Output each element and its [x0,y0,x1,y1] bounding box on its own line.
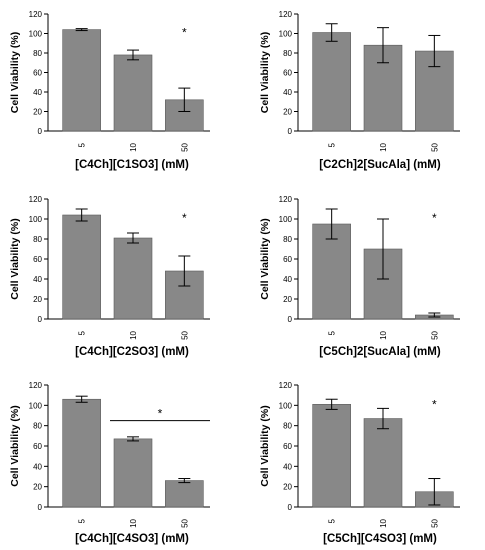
y-tick-label: 80 [33,422,42,431]
y-tick-label: 60 [33,69,42,78]
x-tick-label: 10 [129,142,138,151]
x-tick-label: 10 [129,518,138,527]
bar [62,29,101,132]
x-tick-label: 5 [78,518,87,523]
chart-panel-6: 0 20 40 60 80 100 120 5 10 50 * Cell Viability (%) [… [259,381,460,545]
y-tick-label: 120 [29,195,43,204]
y-tick-label: 80 [33,49,42,58]
chart-panel-4: 0 20 40 60 80 100 120 5 10 50 * Cell Viability (%) [… [259,195,460,358]
y-tick-label: 60 [33,442,42,451]
y-tick-label: 20 [33,483,42,492]
y-tick-label: 20 [33,295,42,304]
bar [113,54,153,132]
y-tick-label: 0 [288,503,293,512]
y-axis-label: Cell Viability (%) [9,218,21,300]
y-tick-label: 60 [33,255,42,264]
chart-panel-1: 0 20 40 60 80 100 120 5 10 50 * Cell Viability (%) [… [9,10,210,171]
x-tick-label: 50 [430,142,439,151]
y-axis-label: Cell Viability (%) [259,32,271,114]
significance-star: * [182,211,187,225]
x-axis-label: [C2Ch]2[SucAla] (mM) [319,159,441,171]
x-tick-label: 5 [78,142,87,147]
bar [165,480,204,508]
y-tick-label: 40 [283,88,292,97]
bar [312,223,351,320]
y-tick-label: 80 [283,235,292,244]
x-axis-label: [C4Ch][C4SO3] (mM) [75,533,189,545]
significance-star: * [182,25,187,39]
significance-star: * [432,211,437,225]
chart-panel-5: 0 20 40 60 80 100 120 5 10 50 * Cell Viability (%) [… [9,381,210,545]
y-tick-label: 0 [38,127,43,136]
y-axis-label: Cell Viability (%) [9,32,21,114]
y-tick-label: 120 [279,195,293,204]
y-tick-label: 40 [33,462,42,471]
x-tick-label: 5 [328,518,337,523]
x-tick-label: 5 [328,330,337,335]
x-tick-label: 50 [180,330,189,339]
chart-panel-2: 0 20 40 60 80 100 120 5 10 50 Cell Viability (%) [C… [259,10,460,171]
y-axis-label: Cell Viability (%) [9,405,21,487]
x-tick-label: 10 [379,142,388,151]
y-tick-label: 120 [29,10,43,19]
x-tick-label: 50 [430,330,439,339]
x-tick-label: 10 [129,330,138,339]
y-tick-label: 100 [279,401,293,410]
y-tick-label: 80 [283,49,292,58]
y-tick-label: 20 [283,295,292,304]
x-tick-label: 10 [379,330,388,339]
x-tick-label: 10 [379,518,388,527]
y-tick-label: 40 [33,88,42,97]
x-tick-label: 5 [328,142,337,147]
y-tick-label: 60 [283,69,292,78]
bar [363,418,403,508]
y-tick-label: 20 [33,108,42,117]
x-axis-label: [C5Ch][C4SO3] (mM) [323,533,437,545]
y-tick-label: 60 [283,255,292,264]
y-tick-label: 60 [283,442,292,451]
y-tick-label: 100 [29,401,43,410]
y-tick-label: 40 [33,275,42,284]
x-tick-label: 5 [78,330,87,335]
bar [312,32,351,132]
x-axis-label: [C5Ch]2[SucAla] (mM) [319,346,441,358]
x-tick-label: 50 [180,142,189,151]
y-tick-label: 100 [29,215,43,224]
y-tick-label: 0 [38,503,43,512]
significance-star: * [432,397,437,411]
bar [62,398,101,508]
y-tick-label: 0 [38,315,43,324]
y-axis-label: Cell Viability (%) [259,218,271,300]
y-tick-label: 100 [279,215,293,224]
y-axis-label: Cell Viability (%) [259,405,271,487]
chart-panel-3: 0 20 40 60 80 100 120 5 10 50 * Cell Viability (%) [… [9,195,210,358]
y-tick-label: 40 [283,462,292,471]
y-tick-label: 100 [279,30,293,39]
y-tick-label: 20 [283,108,292,117]
bar [113,237,153,320]
x-axis-label: [C4Ch][C1SO3] (mM) [75,159,189,171]
y-tick-label: 100 [29,30,43,39]
bar [62,214,101,320]
y-tick-label: 80 [283,422,292,431]
y-tick-label: 120 [279,10,293,19]
y-tick-label: 20 [283,483,292,492]
y-tick-label: 40 [283,275,292,284]
x-tick-label: 50 [180,518,189,527]
significance-star: * [158,407,163,421]
y-tick-label: 0 [288,127,293,136]
y-tick-label: 120 [29,381,43,390]
x-tick-label: 50 [430,518,439,527]
x-axis-label: [C4Ch][C2SO3] (mM) [75,346,189,358]
y-tick-label: 120 [279,381,293,390]
y-tick-label: 0 [288,315,293,324]
y-tick-label: 80 [33,235,42,244]
bar [312,404,351,508]
bar [113,438,153,508]
